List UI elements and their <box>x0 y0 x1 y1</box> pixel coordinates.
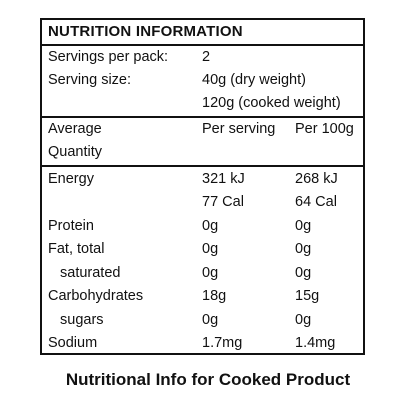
row-per-100g: 1.4mg <box>295 335 336 351</box>
row-per-serving: 0g <box>202 218 219 234</box>
row-label: saturated <box>60 265 121 281</box>
row-per-serving: 1.7mg <box>202 335 243 351</box>
row-per-100g: 64 Cal <box>295 194 337 210</box>
header-average: Average <box>48 121 102 137</box>
header-divider <box>42 165 363 167</box>
row-per-100g: 0g <box>295 218 312 234</box>
caption: Nutritional Info for Cooked Product <box>65 370 351 389</box>
serving-size-cooked: 120g (cooked weight) <box>202 95 341 111</box>
row-label: Fat, total <box>48 241 105 257</box>
row-per-100g: 0g <box>295 241 312 257</box>
serving-size-dry: 40g (dry weight) <box>202 72 306 88</box>
servings-label: Servings per pack: <box>48 49 169 65</box>
servings-divider <box>42 116 363 118</box>
row-label: Energy <box>48 171 94 187</box>
row-label: Sodium <box>48 335 98 351</box>
header-per-100g: Per 100g <box>295 121 354 137</box>
row-per-serving: 0g <box>202 312 219 328</box>
row-label: Protein <box>48 218 94 234</box>
row-per-serving: 321 kJ <box>202 171 245 187</box>
row-per-100g: 0g <box>295 312 312 328</box>
row-per-serving: 0g <box>202 265 219 281</box>
row-per-serving: 18g <box>202 288 227 304</box>
row-per-100g: 268 kJ <box>295 171 338 187</box>
row-label: Carbohydrates <box>48 288 144 304</box>
row-label: sugars <box>60 312 104 328</box>
header-quantity: Quantity <box>48 144 102 160</box>
serving-size-label: Serving size: <box>48 72 132 88</box>
row-per-100g: 15g <box>295 288 320 304</box>
row-per-serving: 77 Cal <box>202 194 244 210</box>
servings-value: 2 <box>202 49 211 65</box>
title-divider <box>42 44 363 46</box>
nutrition-panel: NUTRITION INFORMATION Servings per pack:… <box>40 18 365 355</box>
header-per-serving: Per serving <box>202 121 276 137</box>
row-per-serving: 0g <box>202 241 219 257</box>
panel-title: NUTRITION INFORMATION <box>48 23 243 40</box>
row-per-100g: 0g <box>295 265 312 281</box>
